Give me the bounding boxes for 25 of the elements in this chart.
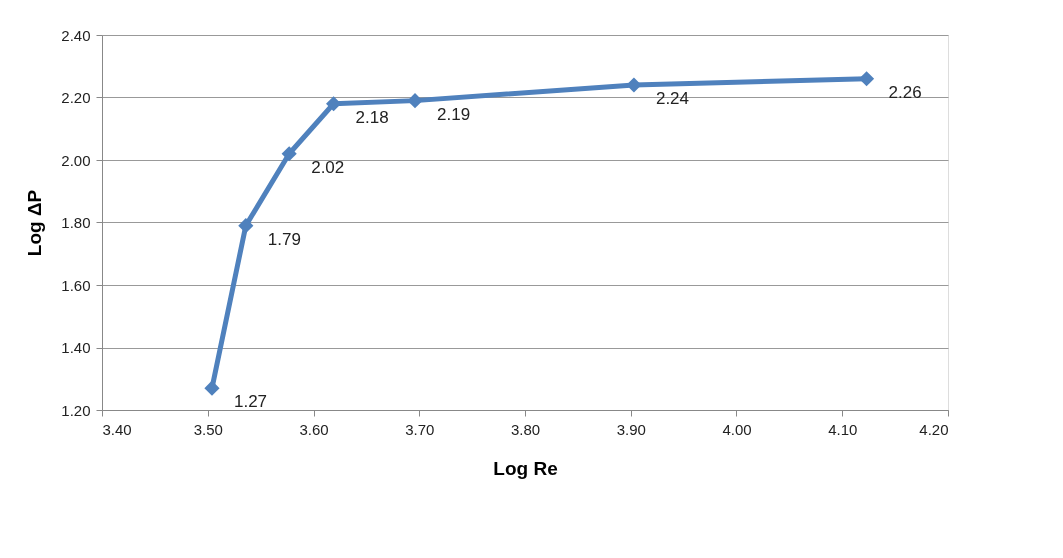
y-tick-label: 1.40	[61, 339, 91, 356]
y-tick-label: 1.60	[61, 276, 91, 294]
data-label: 2.19	[437, 104, 471, 124]
x-tick-label: 4.00	[722, 420, 752, 438]
y-axis-title: Log ΔP	[24, 189, 46, 257]
x-tick-label: 4.20	[919, 420, 949, 438]
x-tick-label: 3.90	[616, 420, 646, 438]
x-tick-label: 4.10	[828, 420, 858, 438]
x-tick-label: 3.50	[193, 420, 223, 438]
x-tick-label: 3.60	[299, 420, 329, 438]
y-tick-label: 2.40	[61, 26, 91, 44]
data-label: 1.79	[267, 229, 301, 249]
y-tick-label: 2.20	[61, 89, 91, 106]
y-tick-label: 2.00	[61, 151, 91, 169]
y-tick-label: 1.80	[61, 214, 91, 231]
x-tick-label: 3.40	[102, 420, 132, 438]
data-label: 2.26	[888, 82, 922, 102]
x-tick-label: 3.70	[405, 420, 435, 438]
x-axis-title: Log Re	[493, 457, 558, 479]
data-label: 2.18	[355, 107, 389, 127]
data-label: 2.02	[311, 157, 345, 177]
y-tick-label: 1.20	[61, 401, 91, 419]
data-label: 2.24	[655, 89, 690, 108]
data-label: 1.27	[233, 392, 268, 412]
x-tick-label: 3.80	[510, 420, 541, 438]
